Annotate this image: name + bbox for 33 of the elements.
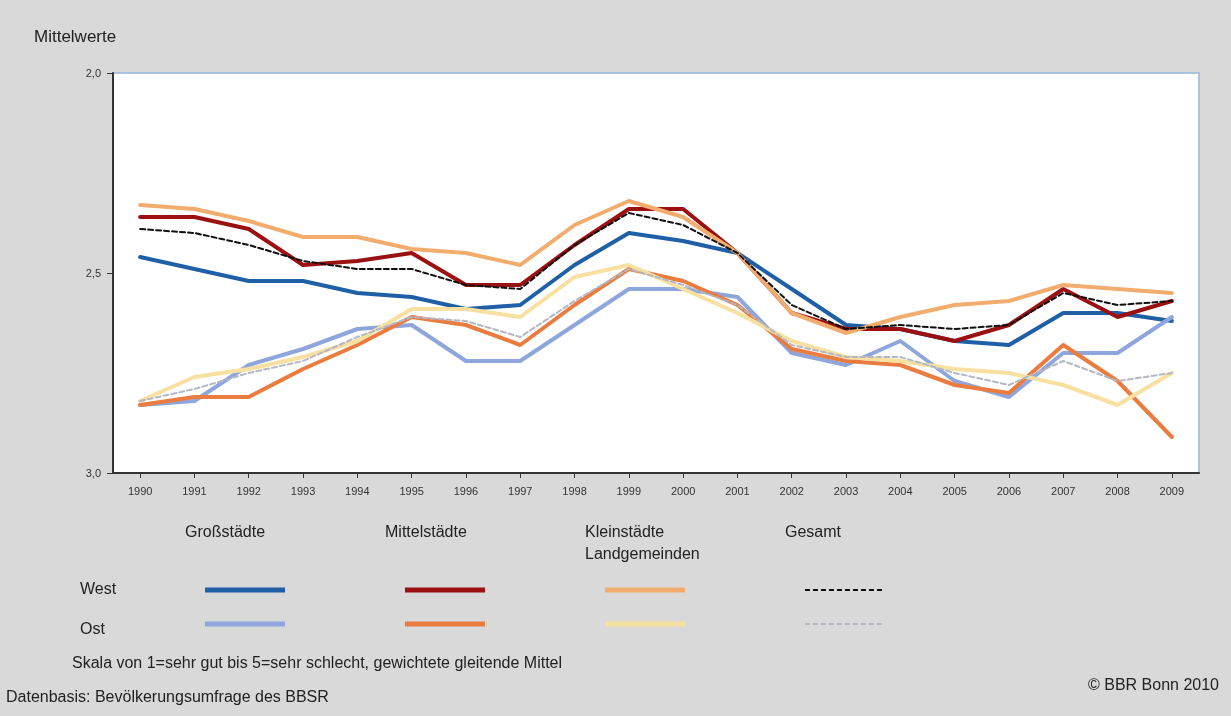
text: Ost [80, 619, 106, 637]
x-tick-label: 2006 [996, 484, 1022, 497]
x-tick-label: 2001 [725, 484, 750, 497]
text: Mittelstädte [385, 522, 467, 540]
y-tick-label: 2,5 [85, 267, 101, 279]
x-tick-label: 2004 [888, 484, 913, 497]
x-tick-label: 1999 [616, 484, 642, 497]
y-axis-title: Mittelwerte [34, 27, 117, 46]
x-tick-label: 1996 [453, 484, 479, 497]
x-tick-label: 2008 [1105, 484, 1130, 497]
text: Datenbasis: Bevölkerungsumfrage des BBSR [6, 687, 329, 705]
x-tick-label: 1991 [182, 484, 207, 497]
x-tick-label: 2002 [779, 484, 804, 497]
x-tick-label: 1995 [399, 484, 424, 497]
y-tick-label: 2,0 [85, 67, 101, 79]
x-tick-label: 2007 [1051, 484, 1076, 497]
text: Kleinstädte Landgemeinden [585, 522, 700, 562]
x-tick-label: 1993 [290, 484, 316, 497]
x-tick-label: 1994 [345, 484, 370, 497]
y-tick-label: 3,0 [85, 467, 101, 479]
x-tick-label: 1998 [562, 484, 587, 497]
x-tick-label: 1990 [127, 484, 153, 497]
x-tick-label: 1992 [236, 484, 261, 497]
text: Großstädte [185, 522, 266, 540]
text: © BBR Bonn 2010 [1088, 675, 1220, 693]
x-tick-label: 2003 [833, 484, 859, 497]
x-tick-label: 2009 [1159, 484, 1185, 497]
text: Gesamt [785, 522, 842, 540]
text: Skala von 1=sehr gut bis 5=sehr schlecht, gewichtete gleitende Mittel [72, 653, 563, 671]
x-tick-label: 2005 [942, 484, 967, 497]
x-tick-label: 1997 [508, 484, 533, 497]
text: West [80, 579, 117, 597]
x-tick-label: 2000 [670, 484, 696, 497]
